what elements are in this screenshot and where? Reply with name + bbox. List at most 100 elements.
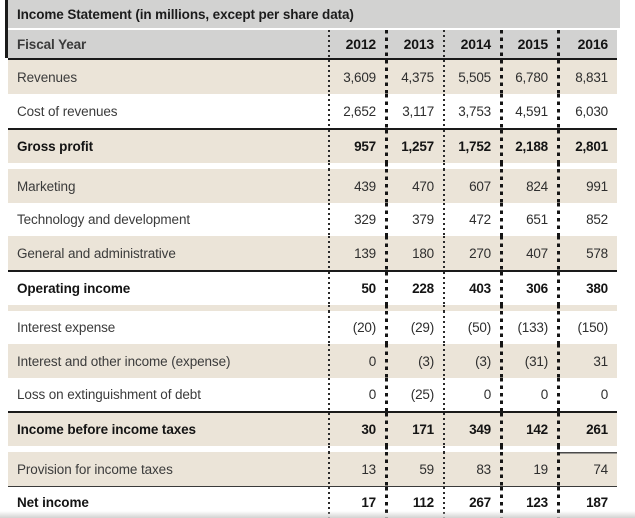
row-label: Marketing bbox=[17, 178, 76, 194]
table-row-provision-for-income-taxes: Provision for income taxes 13 59 83 19 7… bbox=[8, 452, 617, 486]
table-row-marketing: Marketing 439 470 607 824 991 bbox=[8, 169, 617, 203]
table-row-interest-expense: Interest expense (20) (29) (50) (133) (1… bbox=[8, 311, 617, 344]
table-row-income-before-income-taxes: Income before income taxes 30 171 349 14… bbox=[8, 413, 617, 446]
spacer-cell bbox=[443, 305, 500, 311]
spacer-cell bbox=[443, 163, 500, 169]
value-cell-2014: 1,752 bbox=[443, 130, 500, 163]
spacer-cell bbox=[500, 163, 557, 169]
value-cell-2012: 957 bbox=[328, 130, 385, 163]
title-separator bbox=[8, 28, 620, 30]
spacer-cell bbox=[328, 163, 385, 169]
value-cell-2014: 607 bbox=[443, 169, 500, 203]
table-row-revenues: Revenues 3,609 4,375 5,505 6,780 8,831 bbox=[8, 60, 617, 94]
row-label: Interest and other income (expense) bbox=[17, 353, 231, 369]
value-cell-2016: 991 bbox=[557, 169, 617, 203]
value-cell-2016: 2,801 bbox=[557, 130, 617, 163]
value-cell-2014: (50) bbox=[443, 311, 500, 344]
table-row-gross-profit: Gross profit 957 1,257 1,752 2,188 2,801 bbox=[8, 130, 617, 163]
value-cell-2013: 180 bbox=[385, 236, 443, 270]
value-cell-2015: 123 bbox=[500, 487, 557, 518]
row-label: Cost of revenues bbox=[17, 103, 118, 119]
value-cell-2015: 651 bbox=[500, 203, 557, 236]
value-cell-2013: 171 bbox=[385, 413, 443, 446]
row-label: Provision for income taxes bbox=[17, 461, 173, 477]
value-cell-2013: (29) bbox=[385, 311, 443, 344]
section-border bbox=[8, 58, 617, 60]
value-cell-2014: 267 bbox=[443, 487, 500, 518]
spacer-cell bbox=[328, 446, 385, 452]
value-cell-2013: 4,375 bbox=[385, 60, 443, 94]
value-cell-2012: 2,652 bbox=[328, 94, 385, 128]
value-cell-2012: 50 bbox=[328, 272, 385, 305]
spacer-cell bbox=[385, 163, 443, 169]
table-row-cost-of-revenues: Cost of revenues 2,652 3,117 3,753 4,591… bbox=[8, 94, 617, 128]
value-cell-2012: 30 bbox=[328, 413, 385, 446]
table-header-block: Income Statement (in millions, except pe… bbox=[5, 0, 635, 58]
total-border bbox=[8, 486, 617, 487]
value-cell-2015: 19 bbox=[500, 452, 557, 486]
value-cell-2013: 228 bbox=[385, 272, 443, 305]
value-cell-2014: 83 bbox=[443, 452, 500, 486]
section-border bbox=[8, 411, 617, 413]
table-title-text: Income Statement (in millions, except pe… bbox=[17, 6, 354, 22]
value-cell-2012: (20) bbox=[328, 311, 385, 344]
value-cell-2016: 6,030 bbox=[557, 94, 617, 128]
value-cell-2014: (3) bbox=[443, 344, 500, 378]
column-header-2016: 2016 bbox=[557, 30, 617, 58]
section-border bbox=[8, 128, 617, 130]
row-label: Loss on extinguishment of debt bbox=[17, 387, 201, 402]
table-row-operating-income: Operating income 50 228 403 306 380 bbox=[8, 272, 617, 305]
value-cell-2015: 6,780 bbox=[500, 60, 557, 94]
value-cell-2013: 1,257 bbox=[385, 130, 443, 163]
value-cell-2016: 0 bbox=[557, 378, 617, 411]
value-cell-2016: 261 bbox=[557, 413, 617, 446]
spacer-cell bbox=[385, 305, 443, 311]
value-cell-2016: 578 bbox=[557, 236, 617, 270]
value-cell-2013: 59 bbox=[385, 452, 443, 486]
column-header-2015: 2015 bbox=[500, 30, 557, 58]
value-cell-2012: 3,609 bbox=[328, 60, 385, 94]
value-cell-2014: 3,753 bbox=[443, 94, 500, 128]
table-header-row: Fiscal Year 2012 2013 2014 2015 2016 bbox=[8, 30, 617, 58]
value-cell-2014: 472 bbox=[443, 203, 500, 236]
table-title: Income Statement (in millions, except pe… bbox=[8, 0, 620, 28]
spacer-row bbox=[8, 446, 617, 452]
spacer-cell bbox=[443, 446, 500, 452]
value-cell-2013: (3) bbox=[385, 344, 443, 378]
value-cell-2014: 403 bbox=[443, 272, 500, 305]
column-header-fiscal-year: Fiscal Year bbox=[17, 36, 87, 52]
value-cell-2014: 0 bbox=[443, 378, 500, 411]
value-cell-2015: 2,188 bbox=[500, 130, 557, 163]
row-label: Operating income bbox=[17, 281, 131, 296]
row-label: Net income bbox=[17, 495, 89, 510]
table-row-technology-and-development: Technology and development 329 379 472 6… bbox=[8, 203, 617, 236]
value-cell-2013: 112 bbox=[385, 487, 443, 518]
value-cell-2016: 74 bbox=[557, 452, 617, 486]
table-row-general-and-administrative: General and administrative 139 180 270 4… bbox=[8, 236, 617, 270]
value-cell-2015: (31) bbox=[500, 344, 557, 378]
row-label: General and administrative bbox=[17, 245, 176, 261]
table-row-net-income: Net income 17 112 267 123 187 bbox=[8, 487, 617, 518]
column-header-2013: 2013 bbox=[385, 30, 443, 58]
value-cell-2014: 270 bbox=[443, 236, 500, 270]
value-cell-2013: 470 bbox=[385, 169, 443, 203]
column-header-2012: 2012 bbox=[328, 30, 385, 58]
value-cell-2012: 139 bbox=[328, 236, 385, 270]
value-cell-2016: 8,831 bbox=[557, 60, 617, 94]
table-row-interest-and-other-income: Interest and other income (expense) 0 (3… bbox=[8, 344, 617, 378]
value-cell-2015: 142 bbox=[500, 413, 557, 446]
spacer-cell bbox=[500, 305, 557, 311]
row-label: Gross profit bbox=[17, 139, 94, 154]
value-cell-2012: 0 bbox=[328, 344, 385, 378]
value-cell-2016: 380 bbox=[557, 272, 617, 305]
value-cell-2014: 349 bbox=[443, 413, 500, 446]
value-cell-2013: 379 bbox=[385, 203, 443, 236]
value-cell-2015: 0 bbox=[500, 378, 557, 411]
value-cell-2012: 13 bbox=[328, 452, 385, 486]
value-cell-2016: 187 bbox=[557, 487, 617, 518]
spacer-row bbox=[8, 305, 617, 311]
spacer-cell bbox=[557, 446, 617, 452]
value-cell-2015: 4,591 bbox=[500, 94, 557, 128]
value-cell-2015: (133) bbox=[500, 311, 557, 344]
spacer-cell bbox=[385, 446, 443, 452]
